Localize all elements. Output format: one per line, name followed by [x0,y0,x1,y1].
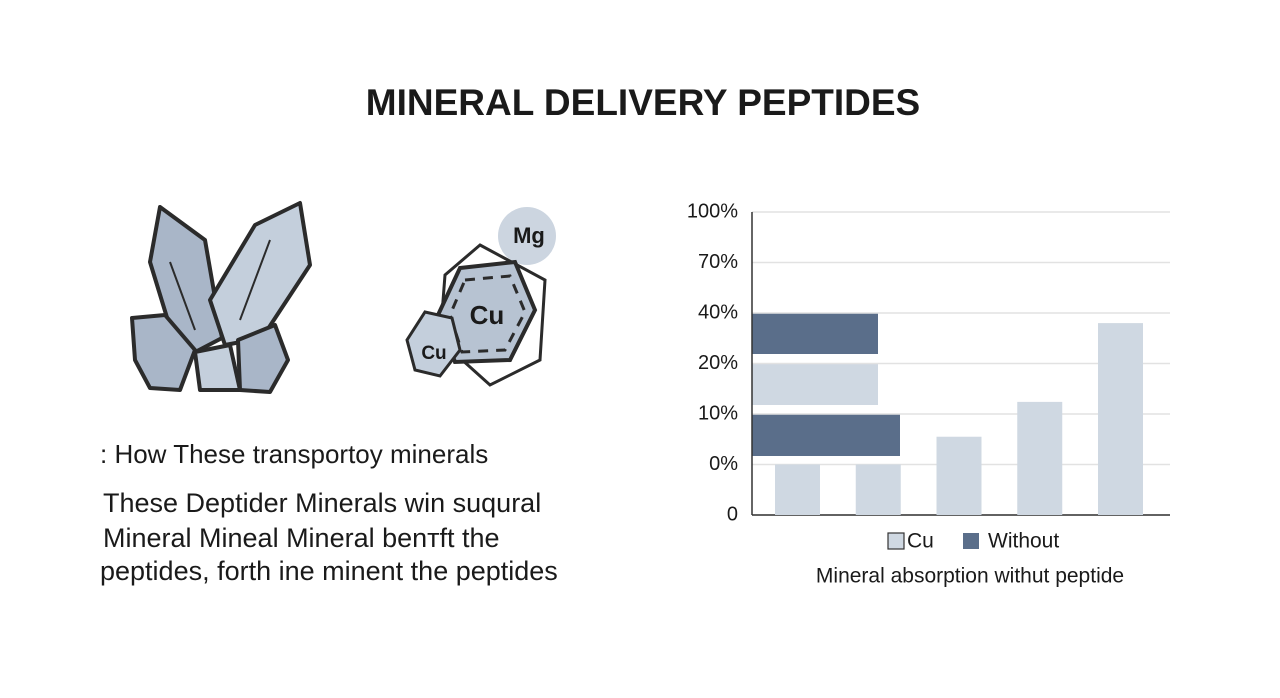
y-tick-label: 0 [727,503,738,525]
outline [438,243,547,387]
y-tick-label: 40% [698,301,738,323]
mg-atom [498,207,556,265]
legend-label: Cu [907,530,934,553]
paragraph-line: Mineral Mineal Mineral benтft the [103,523,500,553]
bar [1098,323,1143,515]
crystal [236,323,290,394]
heading: : How These transportoy minerals [100,439,488,469]
y-tick-label: 20% [698,352,738,374]
chart: 0 0% 10% 20% 40% 70% 100% Cu Without [687,200,1170,553]
paragraph-line: peptides, forth ine minent the peptides [100,556,558,586]
y-tick-label: 0% [709,453,738,475]
band [752,364,878,405]
chart-caption: Mineral absorption withut peptide [816,565,1124,588]
cu-atom [405,310,462,378]
y-tick-label: 70% [698,251,738,273]
molecules: Mg Cu Cu [405,207,556,387]
paragraph-line: These Deptider Minerals win suqural [103,488,541,518]
ring [448,274,527,354]
bar [936,436,982,515]
band [752,313,878,354]
legend-label: Without [988,530,1059,553]
crystals [130,201,312,394]
y-tick-label: 10% [698,402,738,424]
bar [855,464,901,515]
facet [239,239,271,321]
bar [775,464,820,515]
atom-label: Mg [513,223,545,248]
y-tick-label: 100% [687,200,738,222]
atom-label: Cu [470,300,505,330]
legend-swatch [887,532,905,550]
bands [752,313,900,456]
title: MINERAL DELIVERY PEPTIDES [366,82,920,123]
legend-swatch [963,533,979,549]
crystal [193,343,242,392]
band [752,414,900,456]
atom-label: Cu [421,343,446,364]
crystal [130,313,197,392]
bar [1017,401,1063,515]
facet [169,261,196,331]
